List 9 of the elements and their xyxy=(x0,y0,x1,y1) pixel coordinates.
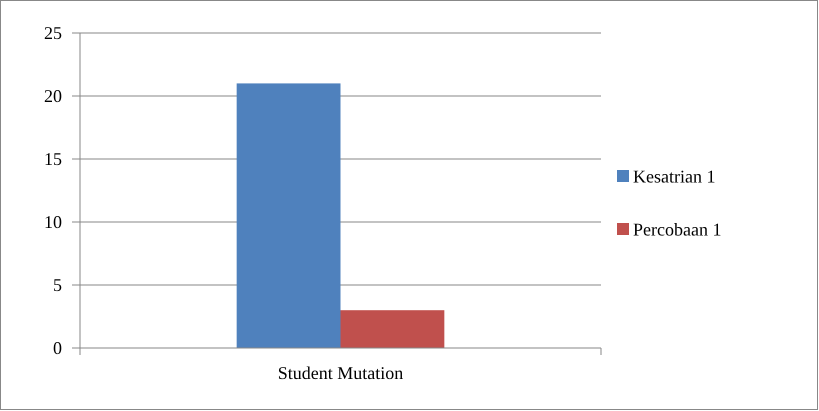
y-tick-label: 0 xyxy=(53,338,62,358)
y-tick-label: 10 xyxy=(44,212,62,232)
y-tick-label: 5 xyxy=(53,274,62,295)
y-tick-label: 25 xyxy=(44,22,62,43)
x-tick-label: Student Mutation xyxy=(278,362,404,383)
y-tick-label: 15 xyxy=(44,148,62,169)
legend-label: Percobaan 1 xyxy=(633,219,722,240)
y-tick-label: 20 xyxy=(44,86,62,106)
legend-label: Kesatrian 1 xyxy=(633,166,716,186)
